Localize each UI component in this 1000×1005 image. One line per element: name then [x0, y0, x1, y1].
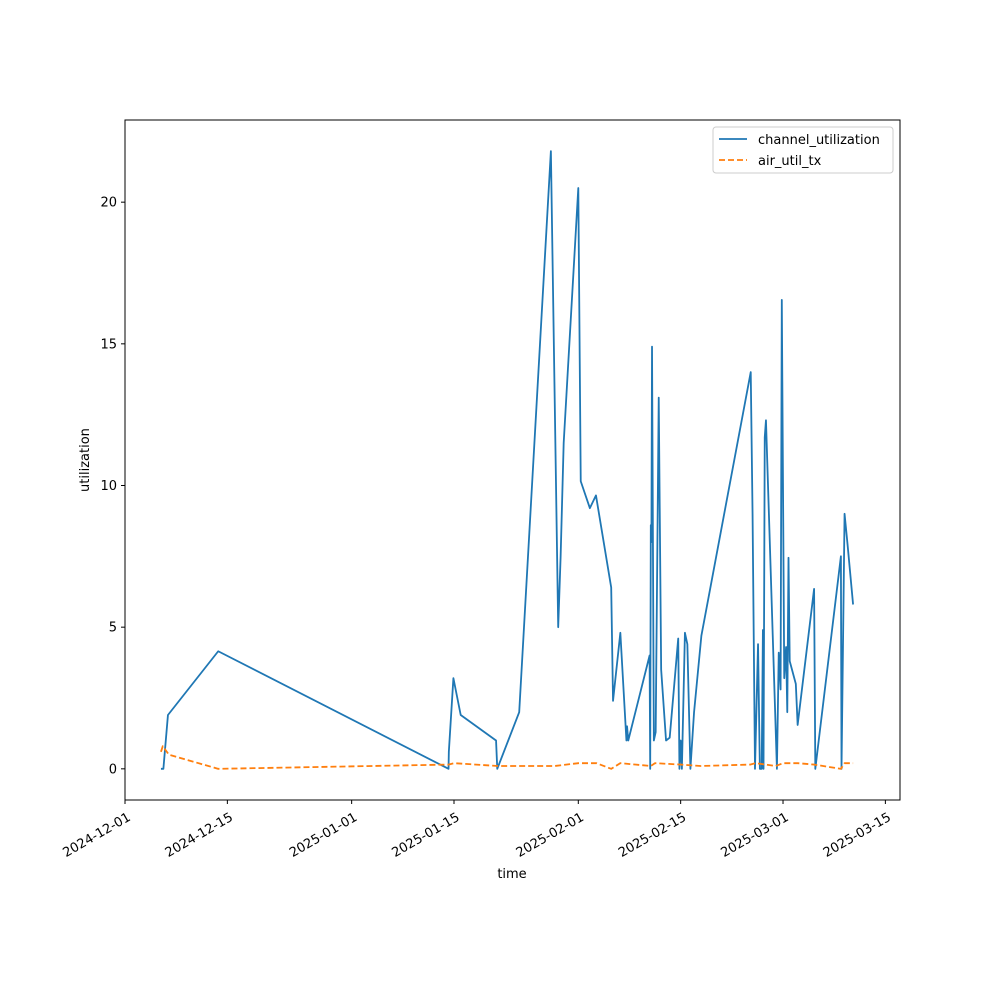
series-layer	[160, 150, 854, 770]
x-tick-label: 2024-12-01	[60, 810, 133, 861]
x-tick-label: 2025-01-15	[389, 810, 462, 861]
x-tick-label: 2025-01-01	[287, 810, 360, 861]
y-tick-label: 5	[109, 621, 117, 636]
x-tick-label: 2025-03-01	[718, 810, 791, 861]
legend-label: channel_utilization	[758, 133, 880, 148]
legend: channel_utilization air_util_tx	[712, 126, 894, 174]
plot-area	[125, 120, 900, 800]
series-line-air-util-tx	[160, 745, 854, 770]
y-tick-label: 0	[109, 762, 117, 777]
legend-box	[712, 126, 894, 174]
plot-frame	[124, 119, 901, 801]
legend-label: air_util_tx	[758, 154, 822, 169]
y-axis: 0 5 10 15 20	[100, 196, 125, 777]
series-line-channel-utilization	[160, 150, 854, 770]
y-tick-label: 10	[100, 479, 117, 494]
x-axis-label: time	[497, 867, 526, 882]
y-tick-label: 15	[100, 337, 117, 352]
x-tick-label: 2025-02-01	[514, 810, 587, 861]
x-axis: 2024-12-01 2024-12-15 2025-01-01 2025-01-15…	[60, 800, 894, 861]
y-axis-label: utilization	[78, 428, 93, 492]
x-tick-label: 2024-12-15	[163, 810, 236, 861]
y-tick-label: 20	[100, 196, 117, 211]
x-tick-label: 2025-03-15	[821, 810, 894, 861]
x-tick-label: 2025-02-15	[616, 810, 689, 861]
